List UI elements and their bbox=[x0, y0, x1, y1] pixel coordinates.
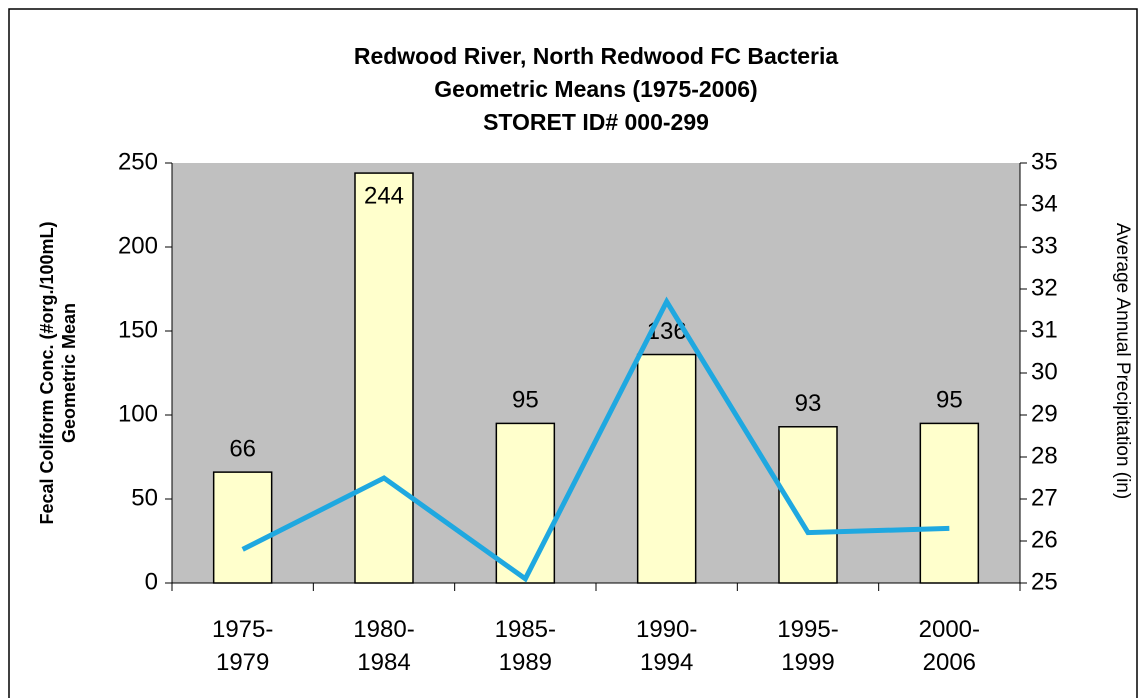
y2-tick-label: 25 bbox=[1031, 568, 1058, 595]
y-tick-label: 50 bbox=[131, 484, 158, 511]
y-axis-label: Geometric Mean bbox=[59, 303, 79, 443]
bar bbox=[354, 172, 414, 584]
data-label: 95 bbox=[512, 387, 539, 414]
y-tick-label: 100 bbox=[118, 400, 158, 427]
data-label: 66 bbox=[229, 435, 256, 462]
x-tick-label: 1975-1979 bbox=[212, 616, 273, 676]
y2-tick-label: 28 bbox=[1031, 442, 1058, 469]
y2-tick-label: 33 bbox=[1031, 232, 1058, 259]
chart-title: Geometric Means (1975-2006) bbox=[434, 76, 757, 102]
y-tick-label: 200 bbox=[118, 232, 158, 259]
y-tick-label: 150 bbox=[118, 316, 158, 343]
y-tick-label: 250 bbox=[118, 148, 158, 175]
bar bbox=[778, 426, 838, 584]
x-tick-label: 1985-1989 bbox=[495, 616, 556, 676]
bar bbox=[636, 353, 697, 584]
y2-tick-label: 27 bbox=[1031, 484, 1058, 511]
y2-tick-label: 35 bbox=[1031, 148, 1058, 175]
y-tick-label: 0 bbox=[145, 568, 158, 595]
bar bbox=[919, 422, 980, 584]
y-axis-label: Fecal Coliform Conc. (#org./100mL) bbox=[37, 221, 57, 524]
y2-tick-label: 31 bbox=[1031, 316, 1058, 343]
y2-tick-label: 26 bbox=[1031, 526, 1058, 553]
x-tick-label: 2000-2006 bbox=[919, 616, 980, 676]
line bbox=[241, 296, 950, 583]
bar bbox=[495, 422, 556, 584]
y2-tick-label: 30 bbox=[1031, 358, 1058, 385]
y2-tick-label: 34 bbox=[1031, 190, 1058, 217]
chart-title: Redwood River, North Redwood FC Bacteria bbox=[354, 43, 839, 69]
data-label: 95 bbox=[936, 387, 963, 414]
x-tick-label: 1980-1984 bbox=[353, 616, 414, 676]
x-tick-label: 1995-1999 bbox=[777, 616, 838, 676]
y2-tick-label: 29 bbox=[1031, 400, 1058, 427]
bar bbox=[212, 471, 273, 584]
y2-axis-label: Average Annual Precipitation (in) bbox=[1112, 223, 1133, 499]
y2-tick-label: 32 bbox=[1031, 274, 1058, 301]
data-label: 244 bbox=[364, 182, 404, 209]
chart-title: STORET ID# 000-299 bbox=[483, 109, 709, 135]
x-tick-label: 1990-1994 bbox=[636, 616, 697, 676]
data-label: 93 bbox=[795, 390, 822, 417]
